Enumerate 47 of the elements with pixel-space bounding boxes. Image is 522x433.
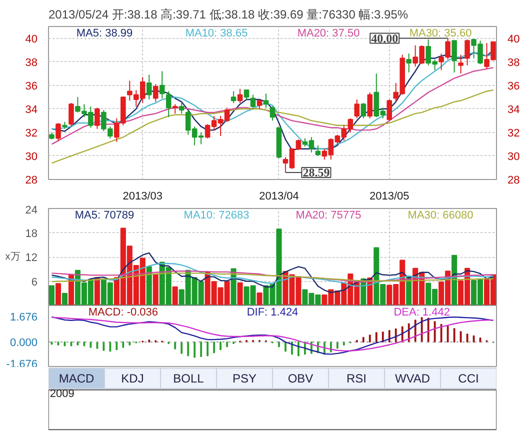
y-tick-label: 28 bbox=[25, 174, 38, 186]
chart-title: 2013/05/24 开:38.18 高:39.71 低:38.18 收:39.69 量:76330 幅:3.95% bbox=[48, 8, 408, 22]
y-tick-label: 32 bbox=[25, 127, 38, 140]
text: WVAD bbox=[394, 371, 430, 386]
text: CCI bbox=[458, 371, 479, 386]
x-tick-label: 2013/03 bbox=[122, 190, 163, 202]
y-tick-label: 36 bbox=[25, 80, 38, 92]
y2-tick-label: 34 bbox=[508, 104, 520, 116]
text: x万 bbox=[5, 252, 20, 262]
text: MA5: 38.99 bbox=[76, 28, 133, 40]
series-label: DIF: 1.424 bbox=[246, 306, 298, 318]
text: MA30: 66080 bbox=[408, 210, 474, 222]
text: KDJ bbox=[121, 371, 144, 386]
text: MACD bbox=[58, 371, 94, 386]
y-tick-label: 12 bbox=[25, 252, 38, 264]
y-tick-label: 38 bbox=[25, 56, 38, 69]
text: MA5: 70789 bbox=[74, 210, 134, 222]
y-tick-label: 24 bbox=[25, 204, 38, 216]
text: MA10: 38.65 bbox=[185, 28, 248, 40]
text: MA10: 72683 bbox=[184, 210, 250, 222]
text: MA20: 37.50 bbox=[297, 28, 360, 40]
y-tick-label: 18 bbox=[25, 228, 38, 240]
text: MA20: 75775 bbox=[296, 210, 362, 222]
y-tick-label: 6 bbox=[31, 276, 38, 288]
annotation: 28.59 bbox=[302, 166, 330, 180]
text: OBV bbox=[288, 371, 314, 386]
y2-tick-label: 36 bbox=[508, 80, 520, 92]
annotation: 40.00 bbox=[371, 31, 398, 46]
y2-tick-label: 28 bbox=[508, 174, 520, 186]
y2-tick-label: 40 bbox=[508, 33, 520, 46]
y2-tick-label: 30 bbox=[508, 150, 520, 163]
series-label: DEA: 1.442 bbox=[394, 306, 450, 318]
text: RSI bbox=[346, 371, 367, 386]
y-tick-label: 0.000 bbox=[10, 337, 38, 350]
y-tick-label: 1.676 bbox=[10, 312, 38, 324]
text: BOLL bbox=[173, 371, 204, 386]
y2-tick-label: 32 bbox=[508, 127, 520, 140]
x-tick-label: 2013/04 bbox=[259, 190, 299, 202]
text: 2009 bbox=[50, 388, 74, 400]
text: PSY bbox=[232, 371, 257, 386]
text: MACD: -0.036 bbox=[88, 306, 158, 318]
y-tick-label: 40 bbox=[25, 33, 38, 46]
y-tick-label: 30 bbox=[25, 150, 38, 163]
text: MA30: 35.60 bbox=[409, 28, 472, 40]
y-tick-label: 34 bbox=[25, 104, 38, 116]
x-tick-label: 2013/05 bbox=[369, 190, 410, 202]
y2-tick-label: 38 bbox=[508, 56, 520, 69]
